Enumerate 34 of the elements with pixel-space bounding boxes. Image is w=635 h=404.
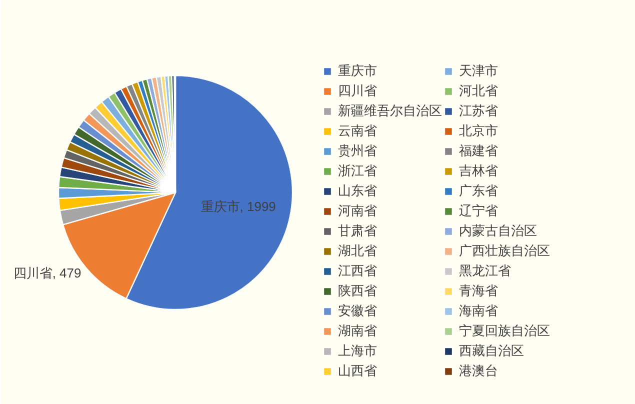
legend-label: 安徽省 xyxy=(338,302,377,320)
legend-label: 上海市 xyxy=(338,342,377,360)
legend-label: 重庆市 xyxy=(338,62,377,80)
data-label: 重庆市, 1999 xyxy=(200,198,276,214)
legend-label: 广东省 xyxy=(459,182,498,200)
data-label: 四川省, 479 xyxy=(13,266,82,281)
legend-label: 江苏省 xyxy=(459,102,498,120)
legend-label: 山西省 xyxy=(338,362,377,380)
legend-label: 宁夏回族自治区 xyxy=(459,322,550,340)
legend-label: 海南省 xyxy=(459,302,498,320)
legend-label: 四川省 xyxy=(338,82,377,100)
legend-label: 浙江省 xyxy=(338,162,377,180)
legend-label: 江西省 xyxy=(338,262,377,280)
legend-label: 山东省 xyxy=(338,182,377,200)
legend-label: 辽宁省 xyxy=(459,202,498,220)
legend-label: 湖南省 xyxy=(338,322,377,340)
legend-label: 新疆维吾尔自治区 xyxy=(338,102,442,120)
legend-label: 吉林省 xyxy=(459,162,498,180)
legend-label: 贵州省 xyxy=(338,142,377,160)
legend-label: 河北省 xyxy=(459,82,498,100)
legend-label: 湖北省 xyxy=(338,242,377,260)
legend-label: 广西壮族自治区 xyxy=(459,242,550,260)
legend-label: 青海省 xyxy=(459,282,498,300)
legend-label: 港澳台 xyxy=(459,362,498,380)
legend-label: 河南省 xyxy=(338,202,377,220)
legend-label: 云南省 xyxy=(338,122,377,140)
legend-label: 内蒙古自治区 xyxy=(459,222,537,240)
legend-label: 甘肃省 xyxy=(338,222,377,240)
legend-label: 北京市 xyxy=(459,122,498,140)
legend-label: 陕西省 xyxy=(338,282,377,300)
legend-label: 福建省 xyxy=(459,142,498,160)
legend-label: 西藏自治区 xyxy=(459,342,524,360)
legend-label: 黑龙江省 xyxy=(459,262,511,280)
legend-label: 天津市 xyxy=(459,62,498,80)
